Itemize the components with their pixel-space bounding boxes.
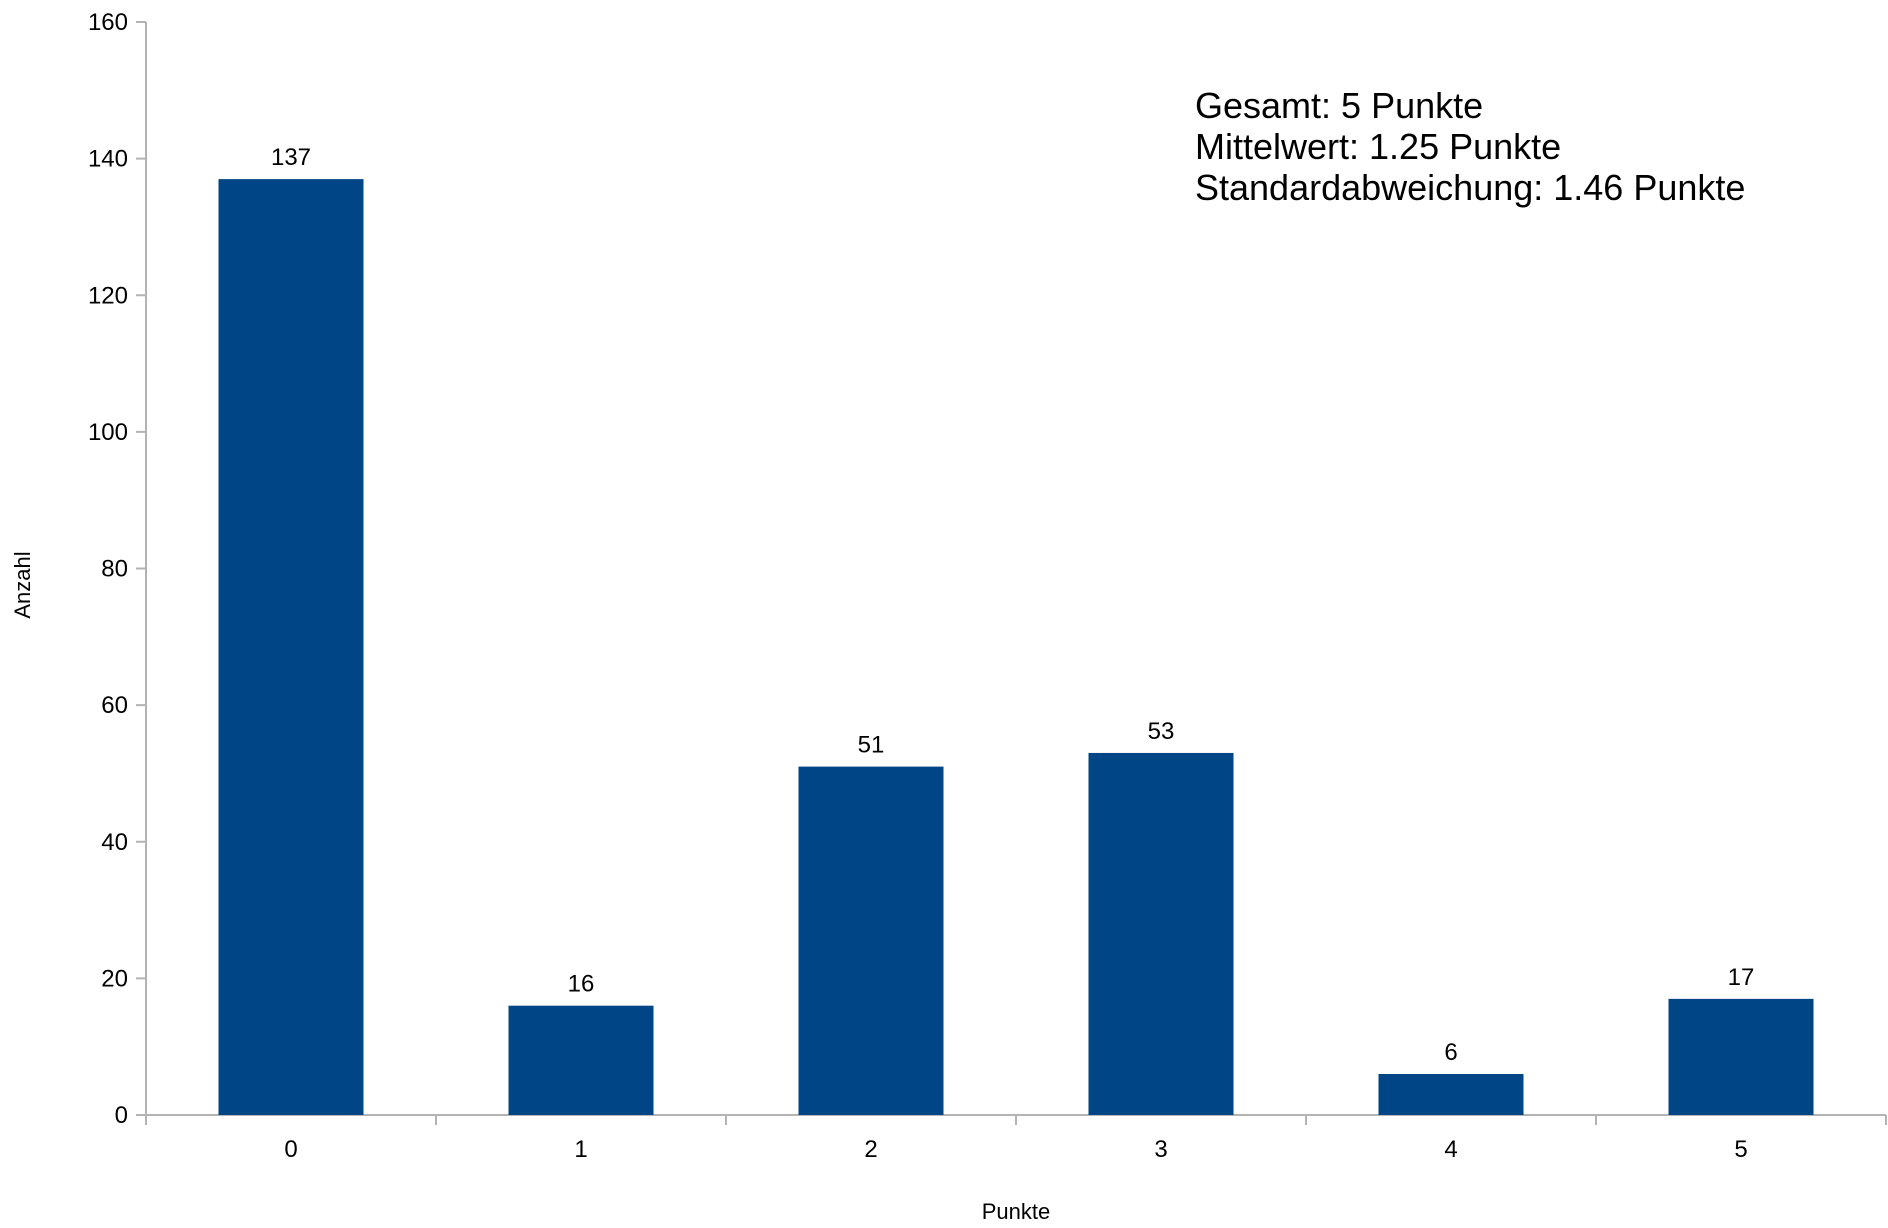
- bar-value-label: 53: [1148, 718, 1175, 745]
- bar-value-label: 16: [568, 971, 595, 998]
- bar: [798, 766, 944, 1115]
- y-tick-label: 20: [101, 965, 128, 992]
- bar-value-label: 137: [271, 144, 311, 171]
- bar-value-label: 6: [1444, 1039, 1457, 1066]
- stat-std-dev: Standardabweichung: 1.46 Punkte: [1195, 167, 1745, 208]
- x-tick-label: 2: [864, 1136, 877, 1163]
- y-tick-label: 60: [101, 692, 128, 719]
- x-tick-label: 1: [574, 1136, 587, 1163]
- y-tick-label: 160: [88, 9, 128, 36]
- y-tick-label: 80: [101, 556, 128, 583]
- data-labels: 137 16 51 53 6 17: [271, 144, 1754, 1066]
- y-tick-label: 40: [101, 829, 128, 856]
- bar-series: [218, 179, 1814, 1115]
- x-axis-ticks: 0 1 2 3 4 5: [145, 1115, 1887, 1163]
- bar: [508, 1005, 654, 1115]
- y-tick-label: 0: [115, 1102, 128, 1129]
- statistics-annotation: Gesamt: 5 Punkte Mittelwert: 1.25 Punkte…: [1195, 85, 1745, 208]
- bar: [218, 179, 364, 1115]
- bar: [1668, 998, 1814, 1115]
- y-tick-label: 140: [88, 146, 128, 173]
- bar-value-label: 51: [858, 732, 885, 759]
- x-tick-label: 0: [284, 1136, 297, 1163]
- bar: [1088, 752, 1234, 1115]
- y-axis-ticks: 0 20 40 60 80 100 120 140 160: [88, 9, 146, 1129]
- x-tick-label: 5: [1734, 1136, 1747, 1163]
- y-tick-label: 100: [88, 419, 128, 446]
- y-axis-title: Anzahl: [10, 551, 35, 618]
- bar: [1378, 1074, 1524, 1115]
- stat-total: Gesamt: 5 Punkte: [1195, 85, 1483, 126]
- bar-value-label: 17: [1728, 964, 1755, 991]
- x-axis-title: Punkte: [982, 1199, 1051, 1224]
- stat-mean: Mittelwert: 1.25 Punkte: [1195, 126, 1561, 167]
- y-tick-label: 120: [88, 282, 128, 309]
- x-tick-label: 4: [1444, 1136, 1457, 1163]
- x-tick-label: 3: [1154, 1136, 1167, 1163]
